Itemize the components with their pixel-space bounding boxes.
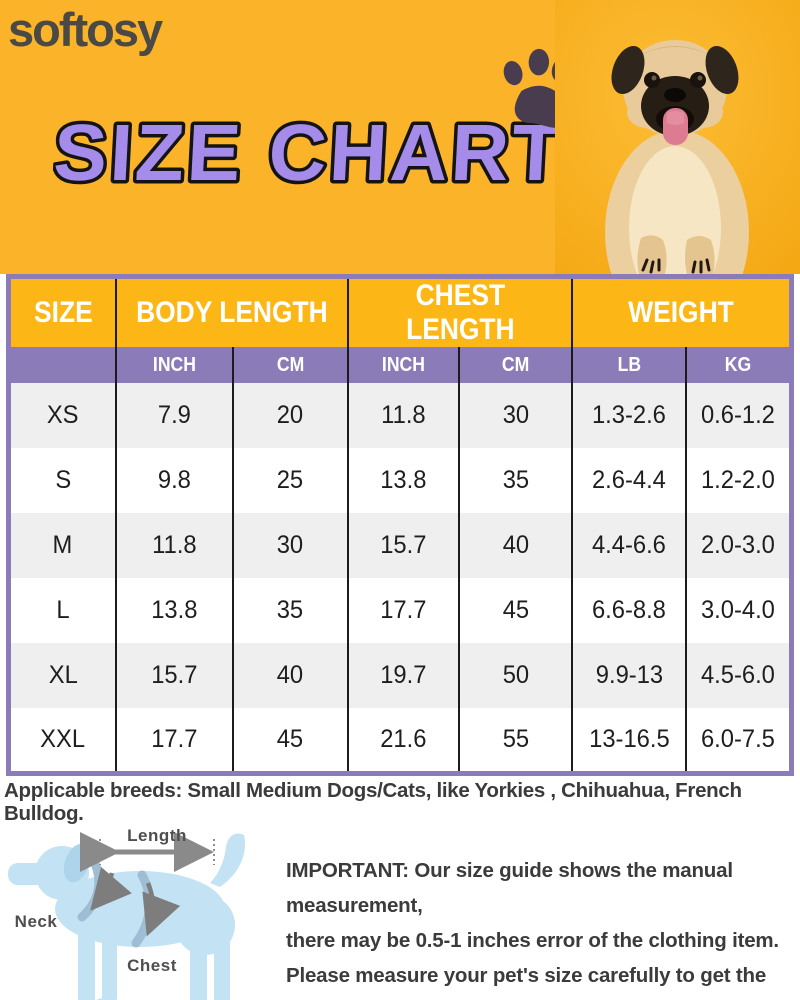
col-header-size: SIZE xyxy=(8,276,116,347)
value-cell: 40 xyxy=(232,643,348,708)
value-cell: 2.0-3.0 xyxy=(684,513,792,578)
table-row: L 13.8 35 17.7 45 6.6-8.8 3.0-4.0 xyxy=(8,578,792,643)
size-cell: XL xyxy=(8,643,116,708)
value-cell: 0.6-1.2 xyxy=(684,383,792,448)
table-row: XL 15.7 40 19.7 50 9.9-13 4.5-6.0 xyxy=(8,643,792,708)
value-cell: 11.8 xyxy=(346,383,459,448)
size-cell: XS xyxy=(8,383,116,448)
chest-label: Chest xyxy=(127,956,177,975)
value-cell: 11.8 xyxy=(114,513,234,578)
value-cell: 17.7 xyxy=(346,578,459,643)
value-cell: 20 xyxy=(232,383,348,448)
unit-header-inch: INCH xyxy=(114,347,234,383)
unit-header-blank xyxy=(8,347,116,383)
size-chart-table: SIZE BODY LENGTH CHEST LENGTH WEIGHT INC… xyxy=(6,274,794,776)
table-row: M 11.8 30 15.7 40 4.4-6.6 2.0-3.0 xyxy=(8,513,792,578)
size-cell: M xyxy=(8,513,116,578)
important-line: IMPORTANT: Our size guide shows the manu… xyxy=(286,858,733,917)
unit-header-cm: CM xyxy=(232,347,348,383)
value-cell: 40 xyxy=(457,513,573,578)
value-cell: 6.6-8.8 xyxy=(571,578,686,643)
col-header-chest-length: CHEST LENGTH xyxy=(346,276,573,347)
value-cell: 13-16.5 xyxy=(571,708,686,773)
value-cell: 1.2-2.0 xyxy=(684,448,792,513)
pug-photo xyxy=(555,0,800,274)
neck-arrow xyxy=(90,866,132,911)
pug-ear xyxy=(611,45,645,95)
value-cell: 35 xyxy=(457,448,573,513)
col-header-weight: WEIGHT xyxy=(571,276,792,347)
table-body: XS 7.9 20 11.8 30 1.3-2.6 0.6-1.2 S 9.8 25 13.8 35 2… xyxy=(8,383,792,773)
value-cell: 55 xyxy=(457,708,573,773)
value-cell: 2.6-4.4 xyxy=(571,448,686,513)
value-cell: 4.5-6.0 xyxy=(684,643,792,708)
value-cell: 17.7 xyxy=(114,708,234,773)
bottom-section: Length Neck Chest IMPORTANT: Our size gu… xyxy=(0,825,800,1000)
brand-logo: softosy xyxy=(8,3,163,56)
svg-text:SIZE CHART: SIZE CHART xyxy=(52,108,567,197)
size-cell: XXL xyxy=(8,708,116,773)
value-cell: 13.8 xyxy=(114,578,234,643)
table-row: S 9.8 25 13.8 35 2.6-4.4 1.2-2.0 xyxy=(8,448,792,513)
table-group-header-row: SIZE BODY LENGTH CHEST LENGTH WEIGHT xyxy=(8,276,792,347)
table-row: XXL 17.7 45 21.6 55 13-16.5 6.0-7.5 xyxy=(8,708,792,773)
chest-arrow xyxy=(142,881,181,936)
pug-ear xyxy=(705,45,739,95)
value-cell: 25 xyxy=(232,448,348,513)
page-title: SIZE CHART xyxy=(51,105,567,201)
size-cell: L xyxy=(8,578,116,643)
table-row: XS 7.9 20 11.8 30 1.3-2.6 0.6-1.2 xyxy=(8,383,792,448)
value-cell: 30 xyxy=(232,513,348,578)
value-cell: 45 xyxy=(457,578,573,643)
value-cell: 3.0-4.0 xyxy=(684,578,792,643)
unit-header-lb: LB xyxy=(571,347,686,383)
table-unit-header-row: INCH CM INCH CM LB KG xyxy=(8,347,792,383)
length-label: Length xyxy=(127,826,187,845)
value-cell: 19.7 xyxy=(346,643,459,708)
measurement-diagram: Length Neck Chest xyxy=(0,825,274,1000)
value-cell: 13.8 xyxy=(346,448,459,513)
important-line: Please measure your pet's size carefully… xyxy=(286,963,767,1000)
value-cell: 30 xyxy=(457,383,573,448)
value-cell: 15.7 xyxy=(114,643,234,708)
unit-header-kg: KG xyxy=(684,347,792,383)
value-cell: 15.7 xyxy=(346,513,459,578)
value-cell: 1.3-2.6 xyxy=(571,383,686,448)
value-cell: 9.9-13 xyxy=(571,643,686,708)
banner: softosy SIZE CHART xyxy=(0,0,800,274)
important-line: there may be 0.5-1 inches error of the c… xyxy=(286,928,779,952)
value-cell: 9.8 xyxy=(114,448,234,513)
value-cell: 7.9 xyxy=(114,383,234,448)
applicable-breeds-note: Applicable breeds: Small Medium Dogs/Cat… xyxy=(4,778,742,825)
value-cell: 50 xyxy=(457,643,573,708)
value-cell: 6.0-7.5 xyxy=(684,708,792,773)
value-cell: 21.6 xyxy=(346,708,459,773)
unit-header-cm: CM xyxy=(457,347,573,383)
important-note: IMPORTANT: Our size guide shows the manu… xyxy=(274,825,800,1000)
value-cell: 45 xyxy=(232,708,348,773)
value-cell: 4.4-6.6 xyxy=(571,513,686,578)
size-cell: S xyxy=(8,448,116,513)
neck-label: Neck xyxy=(15,912,58,931)
unit-header-inch: INCH xyxy=(346,347,459,383)
value-cell: 35 xyxy=(232,578,348,643)
col-header-body-length: BODY LENGTH xyxy=(114,276,348,347)
